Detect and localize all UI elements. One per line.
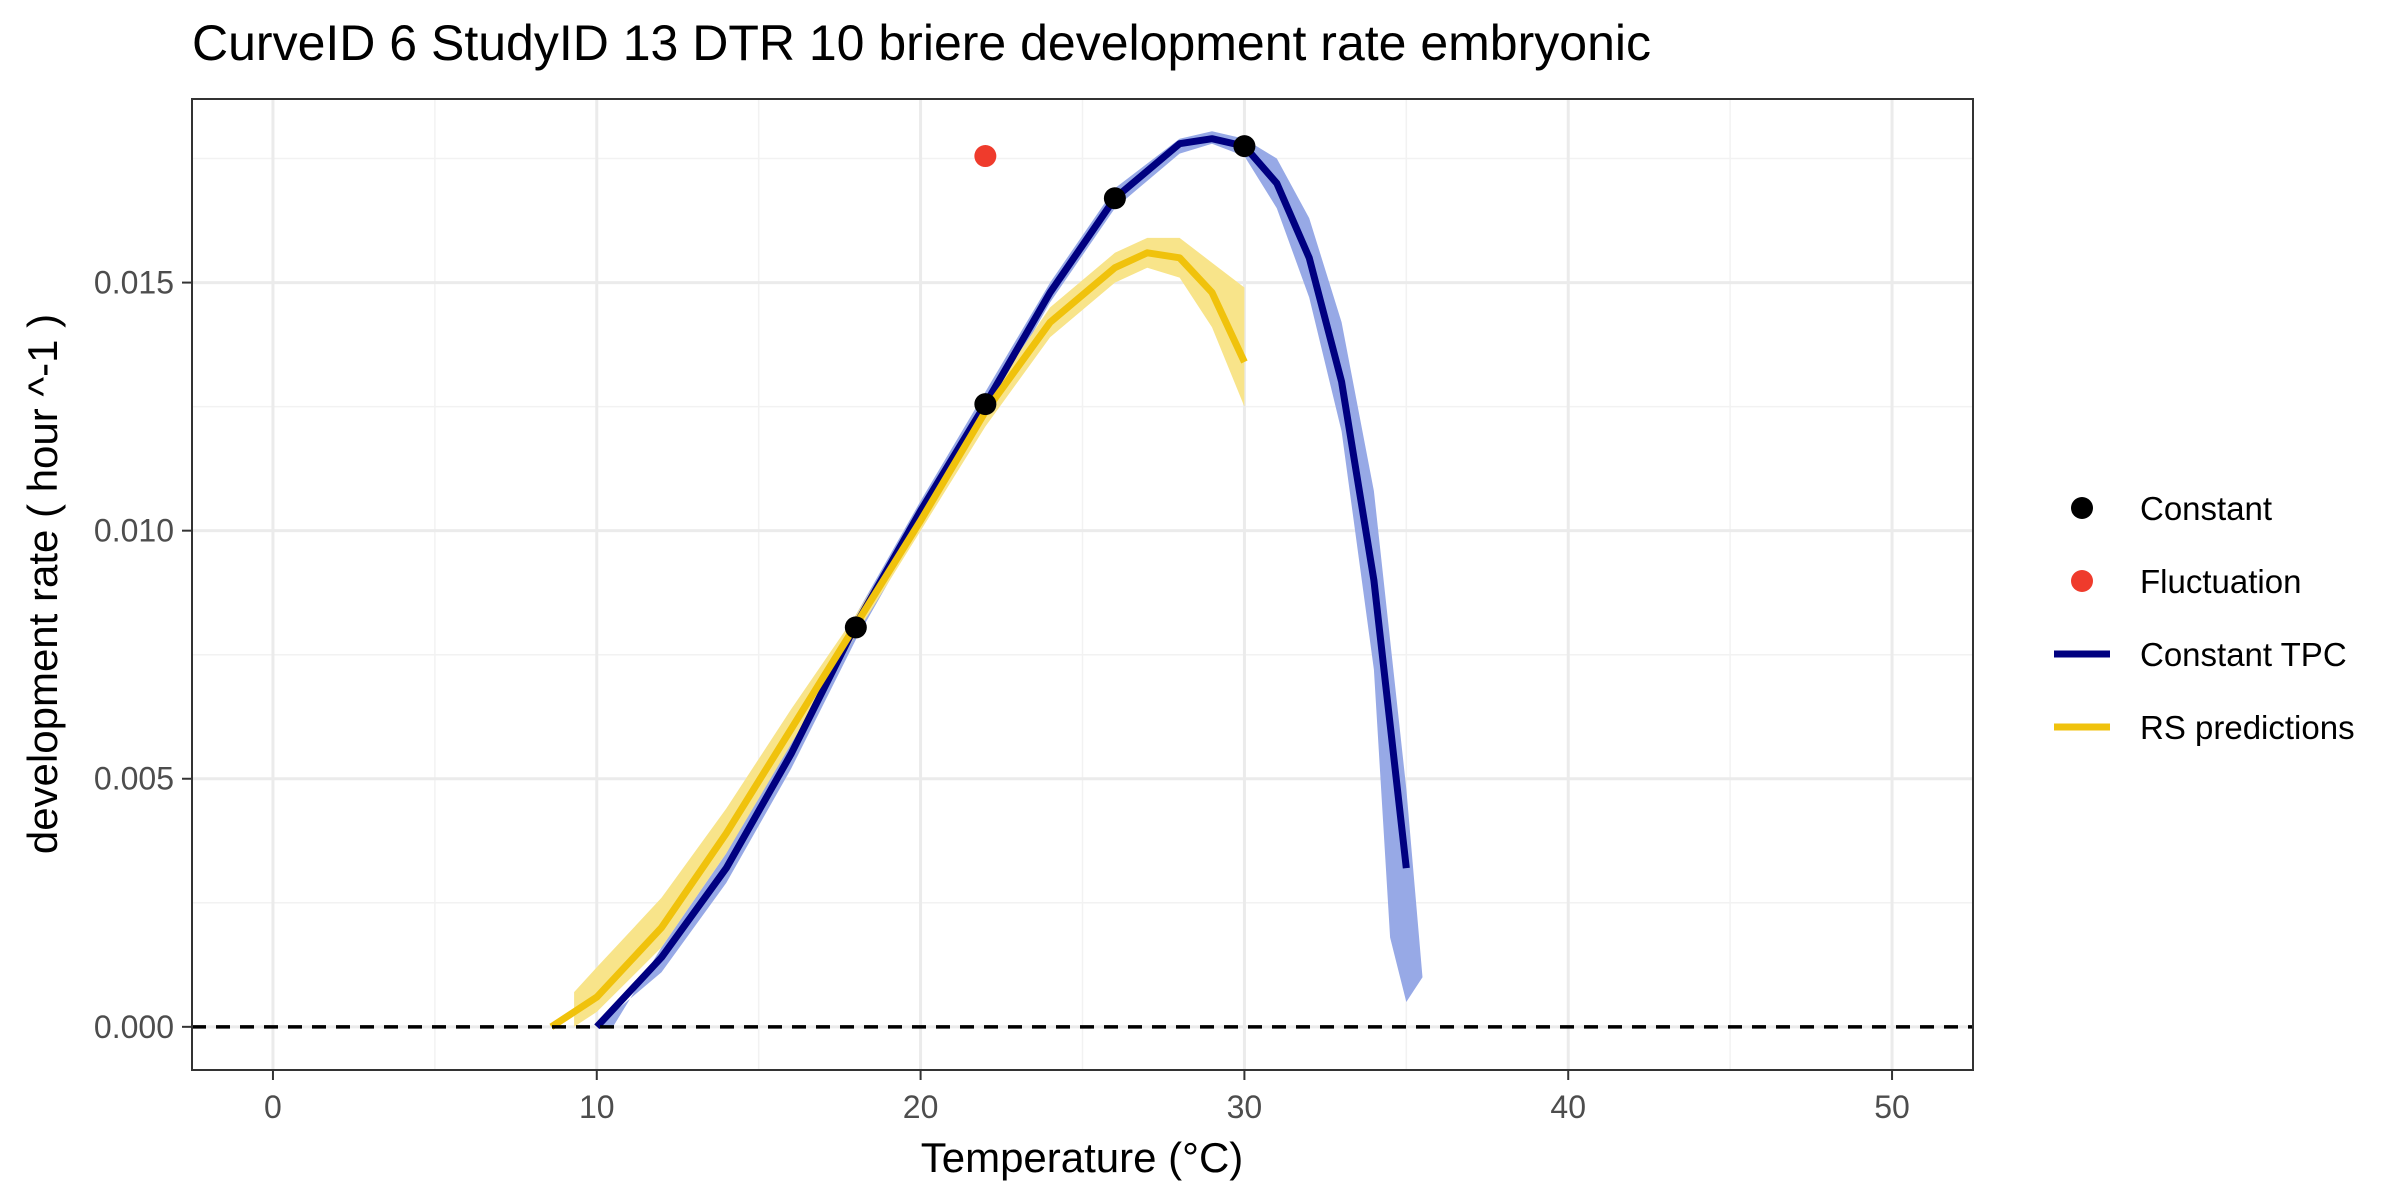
- legend: Constant Fluctuation Constant TPC RS predic…: [2054, 490, 2355, 746]
- point-constant: [844, 616, 867, 639]
- chart-title: CurveID 6 StudyID 13 DTR 10 briere devel…: [192, 15, 1651, 71]
- point-constant: [1103, 187, 1126, 210]
- point-fluctuation: [974, 145, 997, 168]
- legend-label-constant: Constant: [2140, 490, 2272, 527]
- legend-label-fluctuation: Fluctuation: [2140, 563, 2301, 600]
- y-tick-label: 0.015: [94, 265, 174, 301]
- legend-label-rs-predictions: RS predictions: [2140, 709, 2355, 746]
- axis-layer: 0 10 20 30 40 50 0.000 0.005 0.010 0.015: [94, 265, 1910, 1125]
- x-tick-label: 0: [264, 1089, 282, 1125]
- point-constant: [1233, 135, 1256, 158]
- grid-layer: [192, 99, 1973, 1070]
- x-tick-label: 40: [1550, 1089, 1586, 1125]
- line-rs-predictions: [549, 249, 1248, 1030]
- data-layer: [192, 131, 1973, 1030]
- legend-key-constant: [2071, 497, 2093, 519]
- legend-key-fluctuation: [2071, 570, 2093, 592]
- y-axis-title: development rate ( hour ^-1 ): [19, 314, 66, 854]
- legend-label-constant-tpc: Constant TPC: [2140, 636, 2347, 673]
- point-constant: [974, 393, 997, 416]
- y-tick-label: 0.010: [94, 513, 174, 549]
- x-tick-label: 20: [903, 1089, 939, 1125]
- y-tick-label: 0.005: [94, 761, 174, 797]
- plot-panel-border: [191, 98, 1974, 1071]
- x-tick-label: 10: [579, 1089, 615, 1125]
- y-tick-label: 0.000: [94, 1009, 174, 1045]
- x-axis-title: Temperature (°C): [921, 1134, 1244, 1181]
- x-tick-label: 30: [1227, 1089, 1263, 1125]
- ribbon-constant-tpc: [596, 131, 1423, 1027]
- x-tick-label: 50: [1874, 1089, 1910, 1125]
